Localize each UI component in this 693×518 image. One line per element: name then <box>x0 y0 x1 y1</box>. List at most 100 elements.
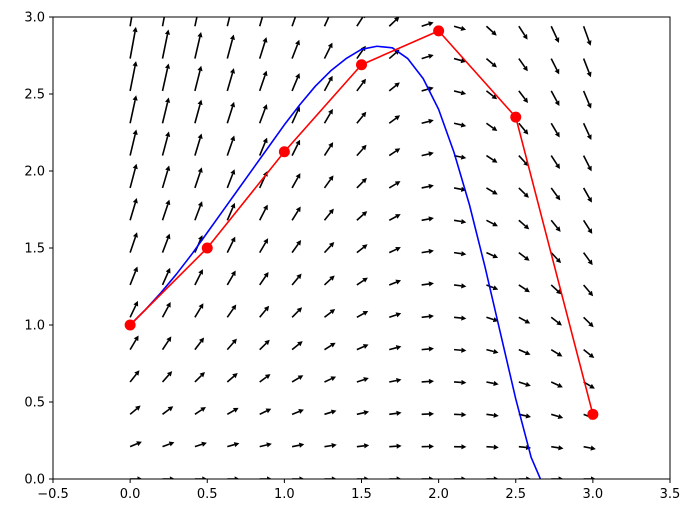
quiver-arrow <box>453 25 467 31</box>
quiver-arrow <box>161 199 171 221</box>
quiver-arrow <box>550 90 560 106</box>
quiver-arrow <box>194 167 203 189</box>
quiver-arrow <box>129 61 138 92</box>
quiver-arrow <box>194 201 203 221</box>
quiver-arrow <box>291 240 302 254</box>
quiver-arrow <box>356 17 366 27</box>
quiver-arrow <box>454 476 467 479</box>
y-tick-label: 0.0 <box>24 473 45 488</box>
quiver-arrow <box>421 21 434 28</box>
quiver-arrow <box>129 95 138 124</box>
quiver-arrow <box>389 443 402 449</box>
quiver-arrow <box>291 17 297 27</box>
quiver-arrow <box>583 445 596 451</box>
quiver-arrow <box>226 68 235 92</box>
quiver-arrow <box>518 316 531 324</box>
quiver-arrow <box>356 211 368 221</box>
quiver-arrow <box>421 476 435 479</box>
quiver-arrow <box>551 445 564 451</box>
quiver-arrow <box>485 57 497 68</box>
quiver-arrow <box>194 17 198 27</box>
quiver-arrow <box>421 53 434 60</box>
quiver-arrow <box>583 284 594 297</box>
data-point-marker <box>356 59 367 71</box>
quiver-arrow <box>323 275 335 286</box>
quiver-arrow <box>129 370 140 383</box>
quiver-arrow <box>227 476 240 479</box>
quiver-arrow <box>356 177 367 189</box>
quiver-arrow <box>129 232 138 253</box>
quiver-arrow <box>356 144 367 157</box>
quiver-arrow <box>582 90 592 109</box>
quiver-arrow <box>550 381 563 388</box>
quiver-arrow <box>421 313 434 320</box>
quiver-arrow <box>291 409 304 416</box>
quiver-arrow <box>324 376 337 383</box>
quiver-arrow <box>421 151 434 157</box>
quiver-arrow <box>226 34 235 59</box>
quiver-arrow <box>324 442 337 449</box>
quiver-arrow <box>550 187 561 201</box>
quiver-arrow <box>194 371 205 383</box>
quiver-arrow <box>421 346 434 352</box>
quiver-arrow <box>291 375 304 383</box>
x-tick-label: 3.0 <box>583 487 604 502</box>
quiver-arrow <box>453 218 467 225</box>
quiver-arrow <box>194 407 206 415</box>
quiver-arrow <box>323 75 333 92</box>
x-tick-label: 1.5 <box>351 487 372 502</box>
plot-frame <box>52 16 671 480</box>
quiver-arrow <box>486 348 499 355</box>
quiver-arrow <box>518 476 532 479</box>
quiver-arrow <box>259 374 271 383</box>
quiver-arrow <box>323 175 334 189</box>
quiver-arrow <box>323 309 336 318</box>
quiver-arrow <box>421 281 434 287</box>
quiver-arrow <box>161 131 171 156</box>
quiver-arrow <box>388 17 400 27</box>
quiver-arrow <box>389 312 402 319</box>
quiver-arrow <box>226 17 231 27</box>
quiver-arrow <box>226 304 237 318</box>
quiver-arrow <box>258 17 264 27</box>
x-tick-label: 0.5 <box>197 487 218 502</box>
y-axis-ticks: 0.0 0.5 1.0 1.5 2.0 2.5 3.0 <box>24 11 53 488</box>
y-tick-label: 2.0 <box>24 165 45 180</box>
quiver-arrow <box>324 409 337 416</box>
quiver-arrow <box>323 208 334 221</box>
quiver-arrow <box>194 99 203 124</box>
quiver-arrow <box>226 407 239 416</box>
quiver-arrow <box>421 183 434 189</box>
quiver-arrow <box>161 97 171 124</box>
x-tick-label: 2.0 <box>428 487 449 502</box>
quiver-arrow <box>291 206 301 221</box>
quiver-arrow <box>259 476 273 479</box>
quiver-arrow <box>421 411 435 417</box>
quiver-arrow <box>226 338 237 351</box>
quiver-arrow <box>518 284 530 293</box>
quiver-arrow <box>582 155 592 172</box>
quiver-arrow <box>194 303 204 318</box>
quiver-arrow <box>486 284 499 291</box>
quiver-arrow <box>550 219 561 232</box>
quiver-arrow <box>550 252 562 264</box>
quiver-arrow <box>388 181 401 189</box>
approximation-line <box>129 30 594 415</box>
quiver-arrow <box>129 197 138 221</box>
quiver-arrow <box>356 344 369 351</box>
quiver-arrow <box>323 17 330 27</box>
quiver-arrow <box>453 347 467 353</box>
quiver-arrow <box>291 341 303 351</box>
quiver-arrow <box>486 412 499 418</box>
quiver-arrow <box>551 476 564 479</box>
quiver-arrow <box>550 348 563 357</box>
quiver-arrow <box>129 163 138 189</box>
quiver-arrow <box>583 476 596 479</box>
quiver-arrow <box>291 307 303 318</box>
quiver-arrow <box>129 405 141 415</box>
quiver-arrow <box>582 122 592 140</box>
quiver-arrow <box>453 122 467 128</box>
quiver-arrow <box>194 31 203 59</box>
quiver-arrow <box>453 251 467 257</box>
quiver-arrow <box>323 108 333 124</box>
